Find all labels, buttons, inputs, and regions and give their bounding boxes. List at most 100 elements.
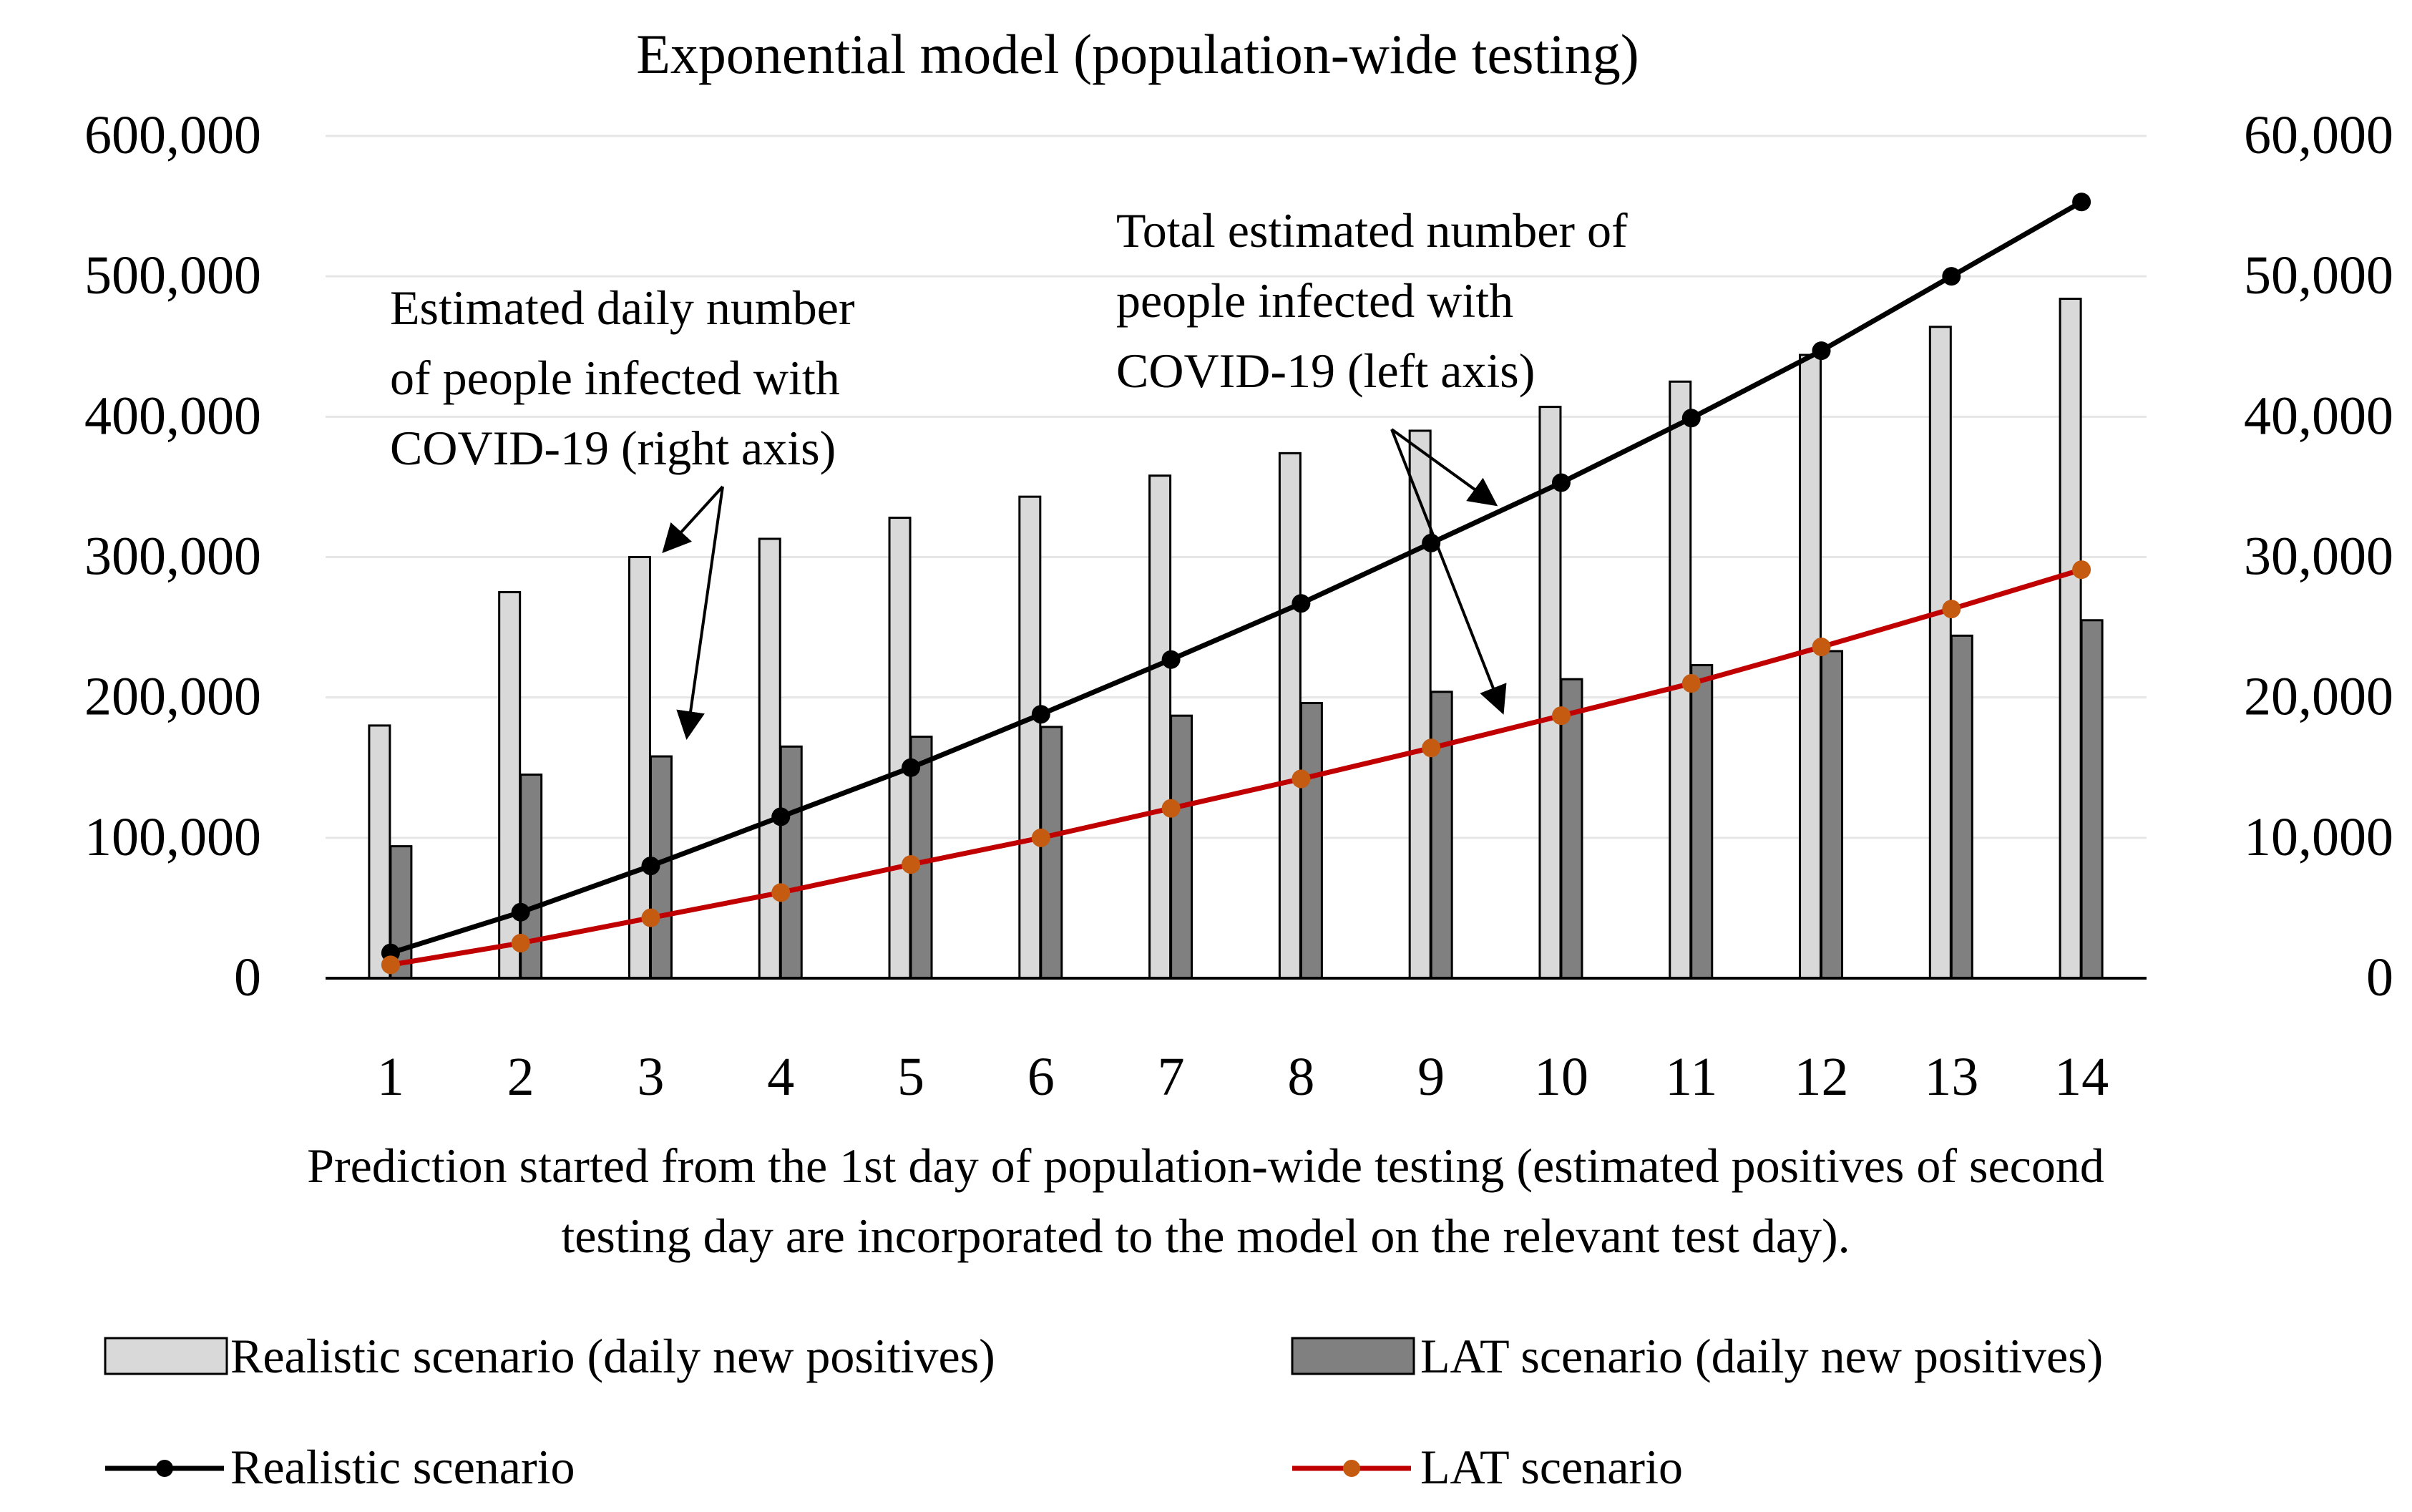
axes: 0 100,000 200,000 300,000 400,000 500,000 600,…	[84, 105, 2393, 1107]
legend-swatch-realistic-bars	[104, 1337, 228, 1375]
legend: Realistic scenario (daily new positives)…	[104, 1329, 2103, 1494]
bars	[368, 298, 2104, 980]
legend-marker-realistic	[156, 1460, 173, 1477]
x-axis-tick-label: 3	[637, 1047, 664, 1107]
left-axis-tick-label: 300,000	[84, 527, 261, 587]
annotation-daily-line-1: Estimated daily number	[390, 281, 855, 335]
x-axis-tick-label: 12	[1795, 1047, 1849, 1107]
legend-label-realistic-bars: Realistic scenario (daily new positives)	[230, 1329, 995, 1383]
point-realistic	[1161, 650, 1181, 669]
point-realistic	[1031, 705, 1050, 724]
legend-label-lat-line: LAT scenario	[1420, 1440, 1683, 1494]
x-axis-label-line-1: Prediction started from the 1st day of p…	[307, 1138, 2104, 1193]
chart-title: Exponential model (population-wide testi…	[636, 23, 1639, 85]
x-axis-tick-label: 10	[1534, 1047, 1588, 1107]
right-axis-tick-label: 40,000	[2244, 386, 2393, 446]
bar-lat-daily	[2080, 619, 2104, 980]
legend-label-realistic-line: Realistic scenario	[230, 1440, 575, 1494]
point-lat	[2072, 560, 2091, 580]
point-lat	[902, 855, 921, 874]
bar-lat-daily	[1820, 650, 1844, 980]
annotation-arrow-daily	[676, 486, 724, 740]
x-axis-tick-label: 5	[897, 1047, 924, 1107]
annotation-daily-line-3: COVID-19 (right axis)	[390, 421, 836, 475]
point-lat	[641, 908, 660, 927]
point-realistic	[2072, 192, 2091, 212]
annotation-arrow-total	[1390, 429, 1507, 715]
left-axis-tick-label: 0	[234, 947, 261, 1008]
bar-realistic-daily	[888, 517, 912, 980]
point-realistic	[641, 857, 660, 876]
point-lat	[1681, 674, 1701, 693]
x-axis-tick-label: 14	[2054, 1047, 2109, 1107]
point-realistic	[511, 902, 530, 922]
x-axis-tick-label: 11	[1665, 1047, 1717, 1107]
point-realistic	[902, 758, 921, 777]
legend-swatch-lat-bars	[1291, 1337, 1415, 1375]
annotation-total-line-3: COVID-19 (left axis)	[1116, 343, 1535, 398]
bar-realistic-daily	[2059, 298, 2082, 980]
x-axis-tick-label: 13	[1924, 1047, 1978, 1107]
bar-lat-daily	[649, 755, 673, 980]
series-line-lat	[390, 567, 2083, 967]
annotation-total-line-2: people infected with	[1116, 273, 1513, 328]
point-lat	[1031, 828, 1050, 847]
bar-realistic-daily	[1799, 353, 1822, 980]
bar-realistic-daily	[1928, 326, 1952, 980]
point-lat	[511, 933, 530, 952]
point-realistic	[1551, 473, 1571, 492]
left-axis-tick-label: 400,000	[84, 386, 261, 446]
bar-realistic-daily	[1018, 495, 1042, 980]
annotation-daily-line-2: of people infected with	[390, 351, 840, 405]
series-lines	[381, 192, 2091, 975]
bar-lat-daily	[1040, 726, 1063, 980]
x-axis-tick-label: 4	[767, 1047, 794, 1107]
point-lat	[1161, 799, 1181, 818]
x-axis-tick-label: 8	[1287, 1047, 1314, 1107]
bar-realistic-daily	[1408, 429, 1432, 980]
point-lat	[1422, 738, 1441, 758]
point-lat	[381, 955, 400, 975]
point-realistic	[771, 807, 791, 826]
point-lat	[1551, 706, 1571, 726]
left-axis-tick-label: 600,000	[84, 105, 261, 165]
point-lat	[1942, 600, 1961, 619]
annotation-arrows	[662, 428, 1507, 740]
bar-realistic-daily	[368, 724, 391, 980]
annotation-arrow-total	[1390, 428, 1498, 507]
legend-label-lat-bars: LAT scenario (daily new positives)	[1420, 1329, 2103, 1383]
x-axis-tick-label: 2	[507, 1047, 534, 1107]
legend-marker-lat	[1343, 1460, 1360, 1477]
bar-lat-daily	[1430, 691, 1453, 980]
right-axis-tick-label: 10,000	[2244, 807, 2393, 867]
bar-lat-daily	[1560, 678, 1583, 980]
x-axis-label-line-2: testing day are incorporated to the mode…	[561, 1209, 1850, 1263]
right-axis-tick-label: 50,000	[2244, 245, 2393, 306]
x-axis-tick-label: 7	[1158, 1047, 1185, 1107]
point-realistic	[1681, 409, 1701, 428]
bar-realistic-daily	[1538, 406, 1562, 980]
bar-lat-daily	[1690, 664, 1714, 980]
bar-realistic-daily	[758, 537, 781, 980]
left-axis-tick-label: 500,000	[84, 245, 261, 306]
bar-realistic-daily	[1148, 474, 1172, 980]
point-realistic	[1812, 341, 1831, 361]
series-line-realistic	[389, 200, 2083, 956]
right-axis-tick-label: 20,000	[2244, 667, 2393, 727]
bar-lat-daily	[779, 745, 803, 980]
point-realistic	[1942, 267, 1961, 286]
bar-lat-daily	[1299, 702, 1323, 980]
point-realistic	[1292, 594, 1311, 613]
point-lat	[1812, 638, 1831, 657]
left-axis-tick-label: 100,000	[84, 807, 261, 867]
bar-realistic-daily	[1278, 452, 1302, 980]
right-axis-tick-label: 0	[2366, 947, 2393, 1008]
point-lat	[771, 883, 791, 902]
right-axis-tick-label: 30,000	[2244, 527, 2393, 587]
x-axis-tick-label: 6	[1027, 1047, 1055, 1107]
bar-lat-daily	[389, 845, 413, 980]
right-axis-tick-label: 60,000	[2244, 105, 2393, 165]
left-axis-tick-label: 200,000	[84, 667, 261, 727]
x-axis-tick-label: 9	[1417, 1047, 1445, 1107]
